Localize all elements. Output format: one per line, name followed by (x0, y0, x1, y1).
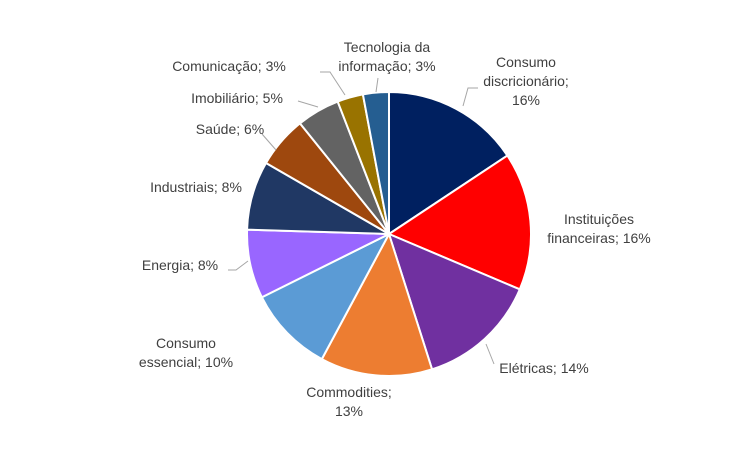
data-labels: Consumo discricionário; 16% Instituições fin… (139, 39, 651, 419)
leader-line-3 (485, 343, 495, 365)
leader-lines (228, 71, 495, 365)
pie-slice-2 (386, 154, 532, 291)
data-label-9: Imobiliário; 5% (191, 90, 283, 106)
data-label-3: Elétricas; 14% (499, 360, 588, 376)
pie-slices (246, 90, 532, 377)
data-label-2: Instituições financeiras; 16% (547, 211, 651, 246)
data-label-5: Consumo essencial; 10% (139, 335, 233, 370)
data-label-11: Tecnologia da informação; 3% (338, 39, 435, 74)
data-label-7: Industriais; 8% (150, 179, 242, 195)
pie-slice-4 (320, 231, 434, 377)
leader-line-10 (320, 71, 346, 96)
leader-line-9 (297, 100, 319, 108)
leader-line-1 (462, 87, 478, 107)
leader-line-11 (375, 77, 379, 93)
data-label-8: Saúde; 6% (196, 121, 265, 137)
data-label-4: Commodities; 13% (306, 384, 392, 419)
pie-slice-5 (260, 231, 392, 361)
data-label-6: Energia; 8% (142, 257, 218, 273)
leader-line-8 (261, 133, 277, 151)
pie-slice-1 (388, 90, 509, 236)
leader-line-6 (228, 260, 249, 271)
pie-slice-11 (361, 90, 390, 235)
data-label-10: Comunicação; 3% (172, 58, 286, 74)
data-label-1: Consumo discricionário; 16% (483, 54, 569, 108)
